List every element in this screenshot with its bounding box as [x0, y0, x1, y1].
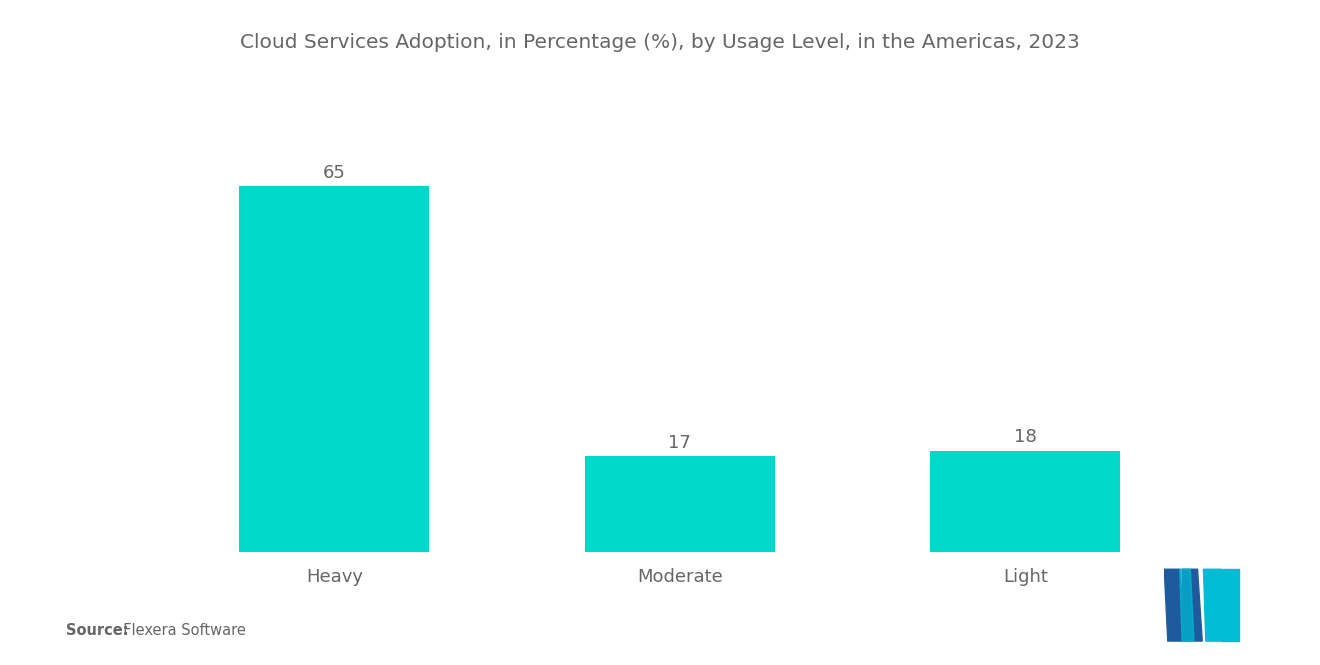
Text: 65: 65: [323, 164, 346, 182]
Polygon shape: [1221, 569, 1239, 641]
Text: Cloud Services Adoption, in Percentage (%), by Usage Level, in the Americas, 202: Cloud Services Adoption, in Percentage (…: [240, 33, 1080, 53]
Polygon shape: [1180, 569, 1195, 641]
Text: Source:: Source:: [66, 623, 128, 638]
Bar: [585, 456, 775, 552]
Polygon shape: [1164, 569, 1185, 641]
Bar: [931, 451, 1121, 552]
Polygon shape: [1183, 569, 1203, 641]
Bar: [239, 186, 429, 552]
Text: 17: 17: [668, 434, 692, 452]
Text: Flexera Software: Flexera Software: [114, 623, 246, 638]
Text: 18: 18: [1014, 428, 1036, 446]
Polygon shape: [1204, 569, 1224, 641]
